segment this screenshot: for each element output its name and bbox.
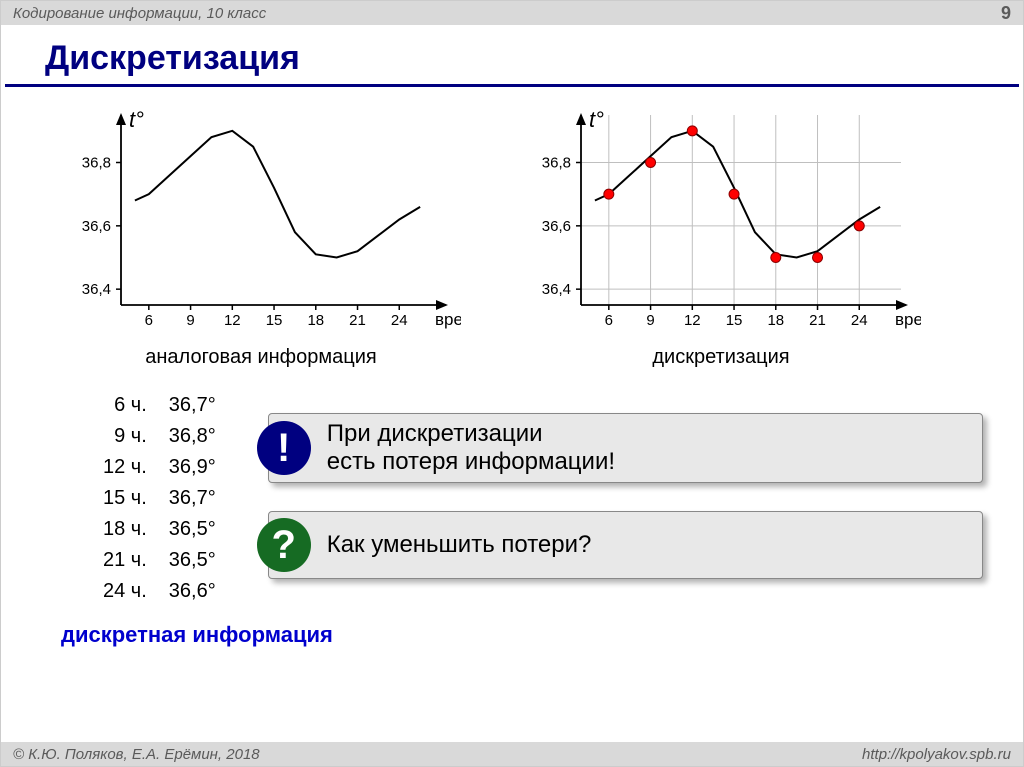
svg-text:36,6: 36,6 bbox=[82, 218, 111, 235]
svg-text:18: 18 bbox=[307, 312, 324, 329]
charts-row: 36,8 36,6 36,4 6 9 12 15 18 21 24 t° время аналогов… bbox=[1, 87, 1023, 369]
exclamation-icon: ! bbox=[257, 421, 311, 475]
callout-warning-line1: При дискретизации bbox=[327, 420, 615, 448]
svg-text:36,6: 36,6 bbox=[542, 218, 571, 235]
chart-discrete-caption: дискретизация bbox=[521, 346, 921, 369]
svg-text:6: 6 bbox=[605, 312, 613, 329]
page-title: Дискретизация bbox=[5, 25, 1019, 87]
discrete-info-label: дискретная информация bbox=[61, 622, 1023, 648]
footer-bar: © К.Ю. Поляков, Е.А. Ерёмин, 2018 http:/… bbox=[1, 742, 1023, 766]
callout-warning-line2: есть потеря информации! bbox=[327, 448, 615, 476]
chart-analog: 36,8 36,6 36,4 6 9 12 15 18 21 24 t° время аналогов… bbox=[61, 105, 461, 369]
table-row: 21 ч.36,5° bbox=[93, 546, 226, 575]
svg-text:время: время bbox=[895, 310, 921, 329]
svg-text:18: 18 bbox=[767, 312, 784, 329]
svg-text:6: 6 bbox=[145, 312, 153, 329]
svg-text:36,4: 36,4 bbox=[542, 281, 571, 298]
svg-text:36,8: 36,8 bbox=[542, 155, 571, 172]
footer-copyright: © К.Ю. Поляков, Е.А. Ерёмин, 2018 bbox=[13, 746, 260, 763]
chart-discrete: 36,8 36,6 36,4 6 9 12 15 18 21 24 t° время дискрети… bbox=[521, 105, 921, 369]
breadcrumb: Кодирование информации, 10 класс bbox=[13, 5, 266, 22]
table-row: 24 ч.36,6° bbox=[93, 577, 226, 606]
svg-text:36,4: 36,4 bbox=[82, 281, 111, 298]
svg-text:9: 9 bbox=[646, 312, 654, 329]
svg-text:21: 21 bbox=[809, 312, 826, 329]
table-row: 12 ч.36,9° bbox=[93, 453, 226, 482]
callout-question: ? Как уменьшить потери? bbox=[268, 511, 983, 579]
svg-text:9: 9 bbox=[186, 312, 194, 329]
svg-text:15: 15 bbox=[266, 312, 283, 329]
svg-text:15: 15 bbox=[726, 312, 743, 329]
svg-text:36,8: 36,8 bbox=[82, 155, 111, 172]
svg-text:24: 24 bbox=[851, 312, 868, 329]
data-table-block: 6 ч.36,7°9 ч.36,8°12 ч.36,9°15 ч.36,7°18… bbox=[91, 389, 228, 608]
svg-text:t°: t° bbox=[129, 107, 144, 132]
data-table: 6 ч.36,7°9 ч.36,8°12 ч.36,9°15 ч.36,7°18… bbox=[91, 389, 228, 608]
table-row: 18 ч.36,5° bbox=[93, 515, 226, 544]
table-row: 9 ч.36,8° bbox=[93, 422, 226, 451]
footer-url: http://kpolyakov.spb.ru bbox=[862, 746, 1011, 763]
svg-text:время: время bbox=[435, 310, 461, 329]
question-icon: ? bbox=[257, 518, 311, 572]
table-row: 15 ч.36,7° bbox=[93, 484, 226, 513]
svg-text:21: 21 bbox=[349, 312, 366, 329]
header-bar: Кодирование информации, 10 класс 9 bbox=[1, 1, 1023, 25]
page-number: 9 bbox=[1001, 3, 1011, 24]
svg-text:12: 12 bbox=[684, 312, 701, 329]
svg-text:12: 12 bbox=[224, 312, 241, 329]
callout-question-text: Как уменьшить потери? bbox=[327, 531, 592, 559]
chart-analog-caption: аналоговая информация bbox=[61, 346, 461, 369]
svg-text:t°: t° bbox=[589, 107, 604, 132]
table-row: 6 ч.36,7° bbox=[93, 391, 226, 420]
svg-text:24: 24 bbox=[391, 312, 408, 329]
callout-warning: ! При дискретизации есть потеря информац… bbox=[268, 413, 983, 483]
